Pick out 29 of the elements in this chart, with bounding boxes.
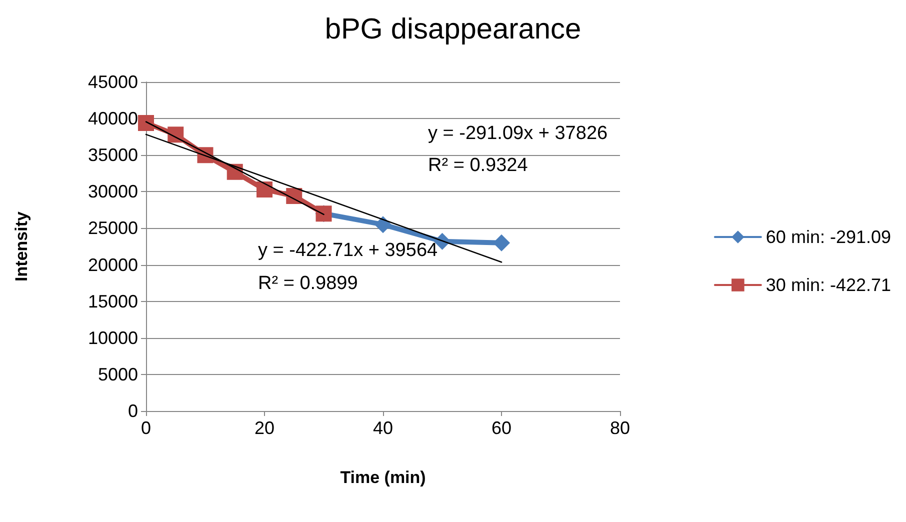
point xyxy=(168,126,184,143)
x-tick-label: 40 xyxy=(372,418,394,438)
point xyxy=(493,234,510,252)
x-tick-label: 60 xyxy=(491,418,512,438)
y-tick-label: 20000 xyxy=(88,254,138,275)
x-tick-label: 0 xyxy=(140,418,152,438)
annotation: R² = 0.9324 xyxy=(428,155,528,176)
x-tick-label: 80 xyxy=(610,418,630,438)
legend-label: 30 min: -422.71 xyxy=(766,275,891,295)
y-tick-label: 5000 xyxy=(98,364,138,384)
y-tick-label: 35000 xyxy=(88,145,138,166)
annotation: y = -422.71x + 39564 xyxy=(258,240,438,261)
point xyxy=(256,181,272,198)
x-axis-title: Time (min) xyxy=(340,468,426,487)
x-tick-label: 20 xyxy=(254,418,275,438)
annotation: y = -291.09x + 37826 xyxy=(428,123,608,144)
annotation: R² = 0.9899 xyxy=(258,273,358,294)
y-tick-label: 45000 xyxy=(88,72,138,92)
point xyxy=(374,216,392,234)
point xyxy=(138,114,154,131)
y-tick-label: 40000 xyxy=(88,108,138,129)
y-axis-title: Intensity xyxy=(12,211,31,282)
chart-title: bPG disappearance xyxy=(324,14,582,46)
y-tick-label: 30000 xyxy=(88,182,138,202)
legend-label: 60 min: -291.09 xyxy=(766,227,891,247)
y-tick-label: 15000 xyxy=(88,291,138,312)
y-tick-label: 25000 xyxy=(88,218,138,238)
y-tick-label: 10000 xyxy=(88,328,138,348)
y-tick-label: 0 xyxy=(128,401,138,421)
